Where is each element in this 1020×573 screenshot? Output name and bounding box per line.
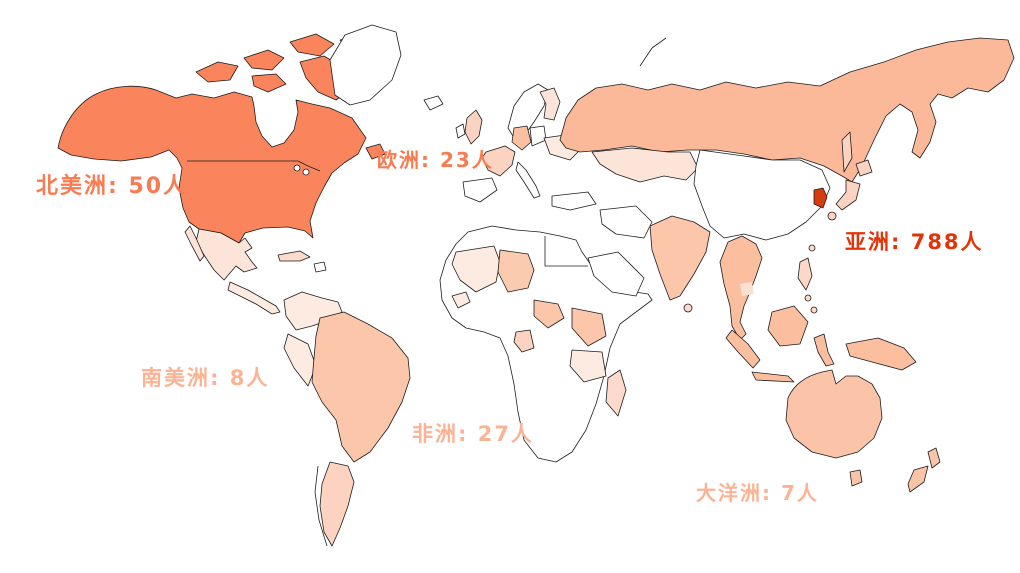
island-sulawesi: [813, 333, 835, 367]
country-iceland: [423, 95, 444, 111]
country-usa-canada-alaska: [57, 85, 367, 244]
country-mexico: [195, 228, 258, 281]
country-ireland: [455, 123, 466, 139]
usa-canada-border: [187, 160, 321, 172]
label-africa: 非洲: 27人: [412, 422, 534, 446]
island-madagascar: [605, 369, 627, 417]
label-south-america: 南美洲: 8人: [141, 366, 270, 390]
egypt-border-lines: [544, 236, 588, 267]
label-north-america: 北美洲: 50人: [36, 174, 188, 199]
country-greenland: [329, 24, 402, 106]
philippine-island: [810, 306, 818, 314]
island-cuba: [277, 250, 311, 262]
country-philippines: [797, 257, 813, 291]
island-taiwan: [808, 244, 816, 252]
island-sri-lanka: [683, 303, 693, 313]
country-turkey: [551, 191, 597, 211]
new-zealand-north: [927, 447, 941, 469]
country-russia: [559, 37, 1015, 183]
island-borneo: [767, 305, 809, 347]
japan-hokkaido: [855, 159, 873, 177]
country-chile-outline: [314, 465, 328, 547]
novaya-zemlya-outline: [639, 37, 667, 67]
island-tasmania: [849, 469, 863, 487]
continent-africa: [439, 225, 653, 463]
country-iran: [599, 205, 653, 239]
country-cameroon: [533, 299, 565, 329]
country-kenya-uganda: [571, 307, 607, 347]
continent-asia: [551, 37, 1015, 383]
island-new-guinea: [845, 337, 917, 371]
country-guinea: [451, 291, 471, 309]
country-uk: [464, 109, 483, 145]
country-brazil: [311, 311, 411, 463]
island-sumatra: [725, 329, 761, 369]
country-china: [693, 149, 831, 241]
country-poland: [529, 125, 547, 147]
continent-north-america: [57, 24, 444, 315]
island-hispaniola: [313, 261, 327, 273]
great-lake: [293, 164, 301, 172]
island-sakhalin: [841, 131, 853, 173]
japan-kyushu: [827, 211, 837, 221]
baja-peninsula: [184, 225, 205, 262]
continent-south-america: [283, 291, 411, 547]
country-mauritania-mali: [451, 245, 501, 293]
country-peru: [283, 333, 317, 387]
country-tanzania: [569, 349, 607, 383]
country-south-korea: [813, 187, 828, 209]
country-italy: [515, 161, 541, 199]
country-argentina: [319, 461, 355, 547]
africa-outline: [439, 225, 653, 463]
label-asia: 亚洲: 788人: [845, 230, 984, 254]
country-cambodia: [740, 282, 754, 296]
philippine-island: [804, 294, 812, 302]
japan-honshu: [835, 179, 861, 211]
country-germany: [511, 125, 532, 151]
country-france: [481, 145, 516, 177]
country-kazakhstan: [591, 147, 699, 183]
label-europe: 欧洲: 23人: [377, 148, 494, 172]
region-central-america: [227, 281, 281, 315]
country-niger: [497, 249, 535, 293]
country-spain: [462, 177, 498, 203]
country-gabon-congo: [513, 329, 535, 353]
country-australia: [785, 369, 883, 459]
new-zealand-south: [907, 465, 929, 493]
continent-oceania: [785, 369, 941, 493]
island-newfoundland: [365, 143, 386, 160]
country-finland: [539, 87, 561, 121]
label-oceania: 大洋洲: 7人: [696, 481, 819, 505]
region-arabia: [587, 251, 645, 297]
country-india-pakistan: [649, 215, 711, 301]
island-java: [751, 371, 795, 383]
great-lake: [302, 168, 310, 176]
